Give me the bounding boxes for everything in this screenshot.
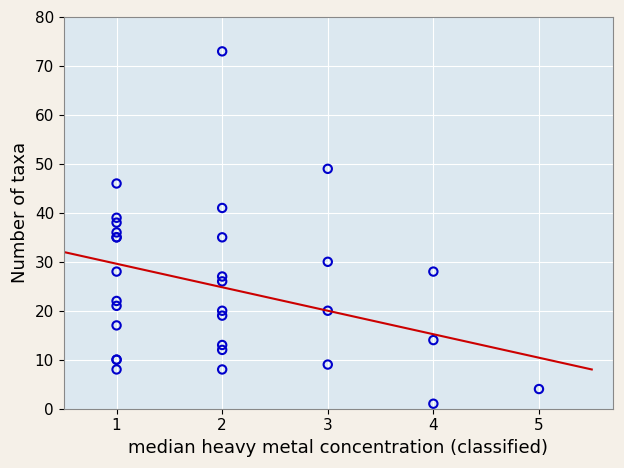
Point bbox=[217, 346, 227, 354]
Point bbox=[217, 341, 227, 349]
Y-axis label: Number of taxa: Number of taxa bbox=[11, 142, 29, 284]
Point bbox=[428, 336, 438, 344]
Point bbox=[217, 366, 227, 373]
Point bbox=[112, 214, 122, 221]
Point bbox=[112, 366, 122, 373]
Point bbox=[112, 356, 122, 364]
Point bbox=[217, 312, 227, 319]
Point bbox=[112, 234, 122, 241]
Point bbox=[112, 180, 122, 187]
Point bbox=[217, 48, 227, 55]
Point bbox=[112, 234, 122, 241]
Point bbox=[217, 234, 227, 241]
Point bbox=[217, 278, 227, 285]
Point bbox=[428, 400, 438, 408]
Point bbox=[323, 307, 333, 314]
Point bbox=[534, 385, 544, 393]
Point bbox=[112, 297, 122, 305]
Point bbox=[323, 258, 333, 265]
Point bbox=[323, 361, 333, 368]
X-axis label: median heavy metal concentration (classified): median heavy metal concentration (classi… bbox=[129, 439, 548, 457]
Point bbox=[112, 268, 122, 275]
Point bbox=[112, 356, 122, 364]
Point bbox=[217, 204, 227, 212]
Point bbox=[112, 219, 122, 227]
Point bbox=[428, 268, 438, 275]
Point bbox=[112, 302, 122, 310]
Point bbox=[217, 273, 227, 280]
Point bbox=[217, 307, 227, 314]
Point bbox=[323, 165, 333, 173]
Point bbox=[112, 229, 122, 236]
Point bbox=[112, 322, 122, 329]
